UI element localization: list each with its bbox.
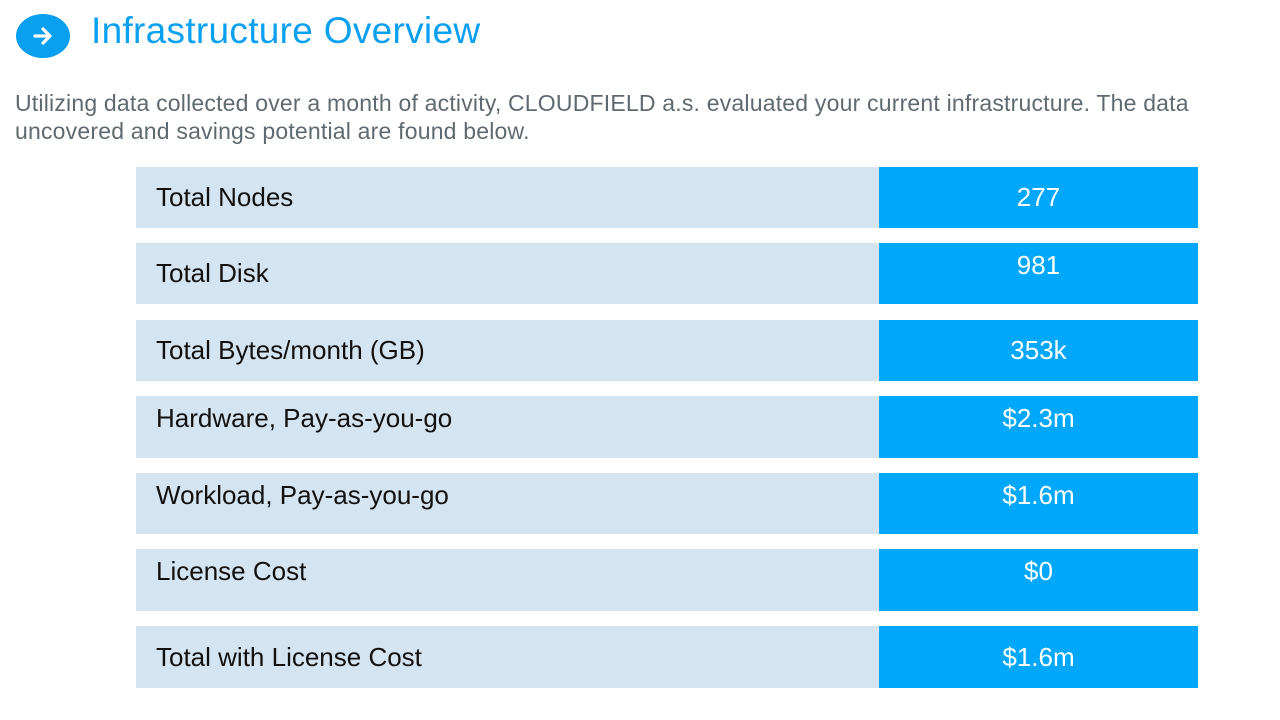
row-label: Workload, Pay-as-you-go — [136, 473, 879, 534]
row-value: $0 — [879, 549, 1198, 611]
table-row: Total Bytes/month (GB) 353k — [136, 320, 1198, 381]
table-row: Total Disk 981 — [136, 243, 1198, 304]
row-value: $1.6m — [879, 473, 1198, 534]
description: Utilizing data collected over a month of… — [15, 90, 1189, 144]
row-label: Hardware, Pay-as-you-go — [136, 396, 879, 458]
table-row: Hardware, Pay-as-you-go $2.3m — [136, 396, 1198, 458]
row-value: 353k — [879, 320, 1198, 381]
table-row: License Cost $0 — [136, 549, 1198, 611]
row-label: Total Nodes — [136, 167, 879, 228]
page-title: Infrastructure Overview — [91, 10, 481, 51]
row-label: Total with License Cost — [136, 626, 879, 688]
row-label: License Cost — [136, 549, 879, 611]
row-label: Total Disk — [136, 243, 879, 304]
row-value: 981 — [879, 243, 1198, 304]
table-row: Total with License Cost $1.6m — [136, 626, 1198, 688]
table-row: Total Nodes 277 — [136, 167, 1198, 228]
row-value: $2.3m — [879, 396, 1198, 458]
row-value: 277 — [879, 167, 1198, 228]
row-value: $1.6m — [879, 626, 1198, 688]
arrow-right-circle-icon — [16, 14, 70, 58]
row-label: Total Bytes/month (GB) — [136, 320, 879, 381]
table-row: Workload, Pay-as-you-go $1.6m — [136, 473, 1198, 534]
